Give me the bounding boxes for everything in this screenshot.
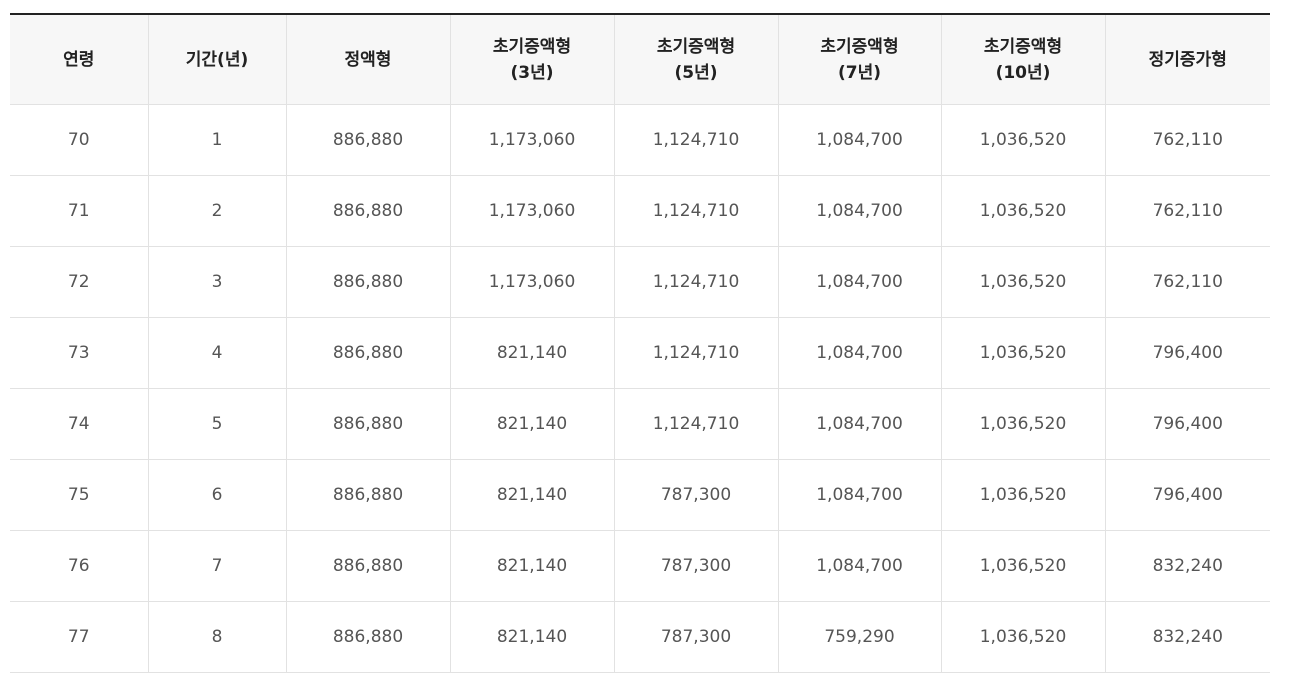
table-row: 74 5 886,880 821,140 1,124,710 1,084,700 1,036… <box>10 388 1270 460</box>
column-header: 정액형 <box>285 14 450 105</box>
table-body: 70 1 886,880 1,173,060 1,124,710 1,084,700 1,0… <box>10 104 1270 673</box>
table-cell: 1,036,520 <box>940 317 1105 389</box>
table-cell: 6 <box>147 459 286 531</box>
column-header-label: (10년) <box>995 62 1051 83</box>
table-cell: 8 <box>147 601 286 673</box>
column-header-label: 연령 <box>63 49 95 70</box>
table-header: 연령 기간(년) 정액형 초기증액형 (3년) 초기증액형 (5년) 초기증액형 (7년) 초기증… <box>10 14 1270 105</box>
table-cell: 886,880 <box>285 317 450 389</box>
table-cell: 1,084,700 <box>777 530 941 602</box>
column-header-label: 초기증액형 <box>492 36 572 57</box>
column-header-label: 초기증액형 <box>656 36 736 57</box>
table-cell: 1,036,520 <box>940 601 1105 673</box>
table-cell: 886,880 <box>285 388 450 460</box>
table-row: 72 3 886,880 1,173,060 1,124,710 1,084,700 1,0… <box>10 246 1270 318</box>
table-cell: 832,240 <box>1104 530 1270 602</box>
table-cell: 821,140 <box>449 317 614 389</box>
table-cell: 1,084,700 <box>777 246 941 318</box>
table-cell: 762,110 <box>1104 104 1270 176</box>
table-cell: 3 <box>147 246 286 318</box>
table-cell: 1,124,710 <box>613 388 778 460</box>
table-cell: 1,124,710 <box>613 317 778 389</box>
column-header: 초기증액형 (10년) <box>940 14 1105 105</box>
table-cell: 1,173,060 <box>449 246 614 318</box>
table-cell: 77 <box>10 601 148 673</box>
table-cell: 1,173,060 <box>449 104 614 176</box>
table-cell: 1,124,710 <box>613 104 778 176</box>
table-cell: 1,084,700 <box>777 459 941 531</box>
table-cell: 1,084,700 <box>777 104 941 176</box>
table-cell: 886,880 <box>285 246 450 318</box>
table-cell: 76 <box>10 530 148 602</box>
table-cell: 1 <box>147 104 286 176</box>
table-cell: 821,140 <box>449 601 614 673</box>
table-row: 71 2 886,880 1,173,060 1,124,710 1,084,700 1,0… <box>10 175 1270 247</box>
table-cell: 821,140 <box>449 459 614 531</box>
table-cell: 1,173,060 <box>449 175 614 247</box>
column-header: 초기증액형 (7년) <box>777 14 941 105</box>
column-header: 초기증액형 (3년) <box>449 14 614 105</box>
header-row: 연령 기간(년) 정액형 초기증액형 (3년) 초기증액형 (5년) 초기증액형 (7년) 초기증… <box>10 14 1270 105</box>
table-cell: 7 <box>147 530 286 602</box>
table-cell: 1,036,520 <box>940 530 1105 602</box>
table-cell: 1,084,700 <box>777 388 941 460</box>
annuity-table: 연령 기간(년) 정액형 초기증액형 (3년) 초기증액형 (5년) 초기증액형 (7년) 초기증… <box>10 13 1270 673</box>
table-cell: 762,110 <box>1104 175 1270 247</box>
table-cell: 886,880 <box>285 601 450 673</box>
table-cell: 75 <box>10 459 148 531</box>
table-cell: 73 <box>10 317 148 389</box>
table-row: 76 7 886,880 821,140 787,300 1,084,700 1,036,5… <box>10 530 1270 602</box>
table-cell: 886,880 <box>285 530 450 602</box>
table-cell: 74 <box>10 388 148 460</box>
column-header-label: 초기증액형 <box>983 36 1063 57</box>
table-cell: 787,300 <box>613 601 778 673</box>
table-row: 73 4 886,880 821,140 1,124,710 1,084,700 1,036… <box>10 317 1270 389</box>
table-cell: 886,880 <box>285 175 450 247</box>
table-row: 75 6 886,880 821,140 787,300 1,084,700 1,036,5… <box>10 459 1270 531</box>
table-cell: 72 <box>10 246 148 318</box>
table-cell: 1,084,700 <box>777 317 941 389</box>
table-cell: 4 <box>147 317 286 389</box>
column-header-label: 정기증가형 <box>1148 49 1227 70</box>
table-cell: 796,400 <box>1104 317 1270 389</box>
table-cell: 762,110 <box>1104 246 1270 318</box>
column-header-label: (7년) <box>837 62 881 83</box>
table-cell: 796,400 <box>1104 388 1270 460</box>
column-header: 정기증가형 <box>1104 14 1270 105</box>
column-header: 초기증액형 (5년) <box>613 14 778 105</box>
table-cell: 1,036,520 <box>940 104 1105 176</box>
table-cell: 1,036,520 <box>940 459 1105 531</box>
column-header-label: (5년) <box>674 62 718 83</box>
table-cell: 832,240 <box>1104 601 1270 673</box>
column-header-label: 정액형 <box>344 49 392 70</box>
annuity-table-container: 연령 기간(년) 정액형 초기증액형 (3년) 초기증액형 (5년) 초기증액형 (7년) 초기증… <box>10 13 1270 673</box>
table-cell: 5 <box>147 388 286 460</box>
table-cell: 787,300 <box>613 530 778 602</box>
table-cell: 1,036,520 <box>940 388 1105 460</box>
table-cell: 886,880 <box>285 459 450 531</box>
table-cell: 1,124,710 <box>613 246 778 318</box>
column-header-label: 초기증액형 <box>820 36 899 57</box>
column-header-label: (3년) <box>510 62 554 83</box>
table-cell: 2 <box>147 175 286 247</box>
table-cell: 1,124,710 <box>613 175 778 247</box>
column-header: 연령 <box>10 14 148 105</box>
table-cell: 787,300 <box>613 459 778 531</box>
table-cell: 821,140 <box>449 530 614 602</box>
table-row: 77 8 886,880 821,140 787,300 759,290 1,036,520… <box>10 601 1270 673</box>
table-cell: 71 <box>10 175 148 247</box>
table-cell: 796,400 <box>1104 459 1270 531</box>
table-cell: 1,036,520 <box>940 246 1105 318</box>
table-cell: 70 <box>10 104 148 176</box>
table-cell: 821,140 <box>449 388 614 460</box>
column-header-label: 기간(년) <box>185 49 249 70</box>
table-row: 70 1 886,880 1,173,060 1,124,710 1,084,700 1,0… <box>10 104 1270 176</box>
column-header: 기간(년) <box>147 14 286 105</box>
table-cell: 886,880 <box>285 104 450 176</box>
table-cell: 1,036,520 <box>940 175 1105 247</box>
table-cell: 759,290 <box>777 601 941 673</box>
table-cell: 1,084,700 <box>777 175 941 247</box>
